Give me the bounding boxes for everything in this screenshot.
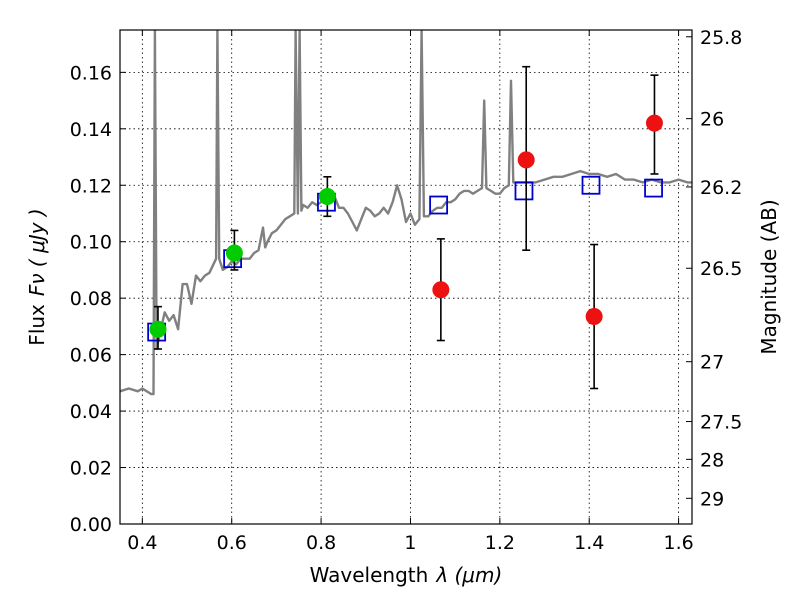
detection-point — [517, 151, 535, 169]
y-tick-label: 0.06 — [70, 345, 112, 367]
detection-point — [225, 244, 243, 262]
y-axis-label: Flux Fν ( μJy ) — [25, 208, 49, 345]
axis-ticks: 0.4 0.6 0.8 1 1.2 1.4 1.6 0.00 0.02 0.04 0.06 0.08 0… — [70, 27, 743, 554]
x-tick-label: 0.6 — [217, 532, 247, 554]
secondary-y-axis-label: Magnitude (AB) — [757, 199, 781, 354]
x-axis-label-math: λ (μm) — [435, 563, 502, 587]
detection-point — [432, 281, 450, 299]
y-tick-label: 0.00 — [70, 514, 112, 536]
data-points-layer — [147, 65, 663, 390]
detection-point — [318, 188, 336, 206]
magnitude-tick-label: 25.8 — [700, 27, 742, 49]
magnitude-tick-label: 29 — [700, 488, 724, 510]
model-photometry-square — [514, 181, 534, 201]
x-axis-label-text: Wavelength — [310, 563, 429, 587]
y-tick-label: 0.08 — [70, 288, 112, 310]
magnitude-tick-label: 27.5 — [700, 412, 742, 434]
x-axis-label: Wavelength λ (μm) — [310, 563, 503, 587]
y-tick-label: 0.12 — [70, 175, 112, 197]
x-tick-label: 1 — [404, 532, 416, 554]
magnitude-tick-label: 26.2 — [700, 177, 742, 199]
detection-point — [645, 114, 663, 132]
detection-point — [585, 308, 603, 326]
plot-area — [120, 30, 692, 524]
magnitude-tick-label: 26 — [700, 109, 724, 131]
x-tick-label: 1.4 — [574, 532, 604, 554]
y-axis-label-text: Flux — [25, 304, 49, 346]
y-tick-label: 0.02 — [70, 458, 112, 480]
x-tick-label: 0.8 — [306, 532, 336, 554]
y-tick-label: 0.10 — [70, 232, 112, 254]
model-photometry-square — [644, 178, 663, 198]
y-tick-label: 0.04 — [70, 401, 112, 423]
y-tick-label: 0.16 — [70, 62, 112, 84]
y-tick-label: 0.14 — [70, 119, 112, 141]
plot-frame — [119, 29, 693, 525]
x-tick-label: 0.4 — [127, 532, 157, 554]
magnitude-tick-label: 28 — [700, 449, 724, 471]
x-tick-label: 1.2 — [485, 532, 515, 554]
x-tick-label: 1.6 — [663, 532, 693, 554]
magnitude-tick-label: 26.5 — [700, 258, 742, 280]
magnitude-tick-label: 27 — [700, 352, 724, 374]
model-photometry-square — [581, 175, 601, 195]
y-axis-label-math: Fν ( μJy ) — [25, 208, 49, 296]
detection-point — [149, 320, 167, 338]
model-photometry-square — [429, 195, 449, 215]
